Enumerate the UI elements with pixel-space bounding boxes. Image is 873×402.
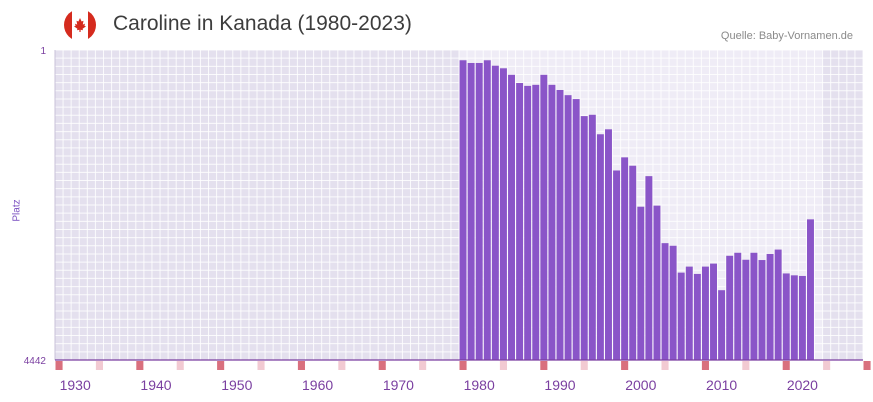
bar-2019 [790,275,798,360]
half-decade-marker [661,361,669,370]
x-tick-label-1950: 1950 [221,377,252,393]
bar-1984 [508,74,515,360]
bar-1982 [491,65,499,360]
half-decade-marker [742,361,750,370]
bar-2005 [677,272,685,360]
bar-1995 [596,134,604,360]
bar-2018 [782,273,790,360]
bar-1991 [564,95,572,360]
half-decade-marker [338,361,346,370]
bar-1981 [483,60,491,361]
bar-1997 [613,170,621,360]
bar-1987 [532,84,540,360]
bar-1980 [475,62,483,361]
bar-1985 [516,83,524,361]
x-tick-label-1970: 1970 [383,377,414,393]
bar-1994 [588,114,596,361]
bar-1989 [548,84,556,360]
decade-marker [459,361,467,370]
bar-2020 [798,275,806,360]
bar-2000 [637,206,645,360]
bar-2001 [645,176,653,360]
bar-1993 [580,116,588,360]
x-tick-label-1940: 1940 [140,377,171,393]
x-tick-label-1990: 1990 [544,377,575,393]
half-decade-marker [176,361,184,370]
half-decade-marker [823,361,831,370]
bar-2013 [742,259,750,360]
bar-2016 [766,253,774,360]
bar-1983 [499,68,507,361]
half-decade-marker [419,361,427,370]
bar-1996 [605,129,612,360]
x-tick-label-1930: 1930 [60,377,91,393]
decade-marker [378,361,386,370]
half-decade-marker [499,361,507,370]
half-decade-marker [95,361,103,370]
x-tick-label-2010: 2010 [706,377,737,393]
bar-2010 [718,290,726,360]
bar-2003 [661,243,669,360]
x-tick-label-2000: 2000 [625,377,656,393]
decade-marker [701,361,709,370]
bar-2015 [758,260,766,360]
bar-2009 [710,263,717,360]
bar-1992 [572,99,580,361]
bar-2012 [734,252,742,360]
x-tick-label-1980: 1980 [464,377,495,393]
bar-2002 [653,205,661,360]
bar-1998 [621,157,629,360]
source-credit: Quelle: Baby-Vornamen.de [720,30,853,42]
decade-marker [136,361,144,370]
bar-1978 [459,60,467,361]
canada-flag-icon [64,9,96,41]
decade-marker [863,361,871,370]
bar-2014 [750,252,758,360]
bar-1990 [556,89,564,361]
bar-1979 [467,62,475,361]
bar-1988 [540,74,548,360]
half-decade-marker [580,361,588,370]
decade-marker [621,361,629,370]
bar-1986 [524,85,532,360]
decade-marker [782,361,790,370]
decade-marker [540,361,548,370]
bar-2011 [726,255,734,360]
y-tick-label-top: 1 [40,46,46,57]
x-tick-label-2020: 2020 [787,377,818,393]
bar-1999 [629,165,637,360]
bar-2008 [701,266,709,360]
decade-marker [217,361,225,370]
bar-2006 [685,266,693,360]
half-decade-marker [257,361,265,370]
decade-marker [55,361,63,370]
bar-2017 [774,249,782,360]
bar-2004 [669,245,677,360]
bar-2021 [807,219,814,360]
decade-marker [297,361,305,370]
y-tick-label-bottom: 4442 [24,356,47,367]
bar-2007 [693,273,701,360]
chart-title: Caroline in Kanada (1980-2023) [113,12,412,35]
x-tick-label-1960: 1960 [302,377,333,393]
